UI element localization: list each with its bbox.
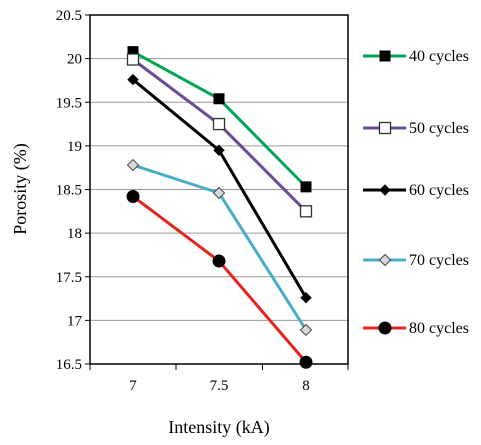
y-tick-label: 18.5 <box>56 183 82 199</box>
legend-marker <box>378 321 392 335</box>
legend-label: 60 cycles <box>409 182 469 199</box>
legend-marker <box>378 121 392 135</box>
legend-item: 40 cycles <box>363 48 469 65</box>
legend-label: 80 cycles <box>409 320 469 337</box>
data-point <box>212 186 226 200</box>
data-point <box>299 205 313 218</box>
data-point <box>213 144 225 156</box>
legend-marker <box>379 50 391 62</box>
y-tick-label: 20 <box>67 52 82 68</box>
y-tick-label: 20.5 <box>56 8 82 24</box>
x-axis-label: Intensity (kA) <box>168 417 269 438</box>
legend-label: 70 cycles <box>409 252 469 269</box>
y-tick-label: 17.5 <box>56 270 82 286</box>
data-point <box>213 93 225 105</box>
x-tick-label: 8 <box>302 378 310 394</box>
legend-label: 40 cycles <box>409 48 469 65</box>
series-4 <box>126 158 313 337</box>
series-5 <box>126 189 313 369</box>
legend-item: 70 cycles <box>363 252 469 269</box>
series-2 <box>126 53 313 218</box>
y-axis-ticks: 16.5 17 17.5 18 18.5 19 19.5 20 20.5 <box>56 8 90 373</box>
data-point <box>212 117 226 131</box>
legend-marker <box>379 184 391 196</box>
legend-marker <box>378 253 392 267</box>
y-tick-label: 19 <box>67 139 82 155</box>
y-axis-label: Porosity (%) <box>10 143 31 235</box>
series-layer <box>126 46 313 369</box>
data-point <box>299 355 313 369</box>
x-tick-label: 7.5 <box>210 378 229 394</box>
data-point <box>300 181 312 193</box>
y-tick-label: 16.5 <box>56 357 82 373</box>
legend-label: 50 cycles <box>409 120 469 137</box>
data-point <box>300 291 312 304</box>
y-tick-label: 18 <box>67 226 82 242</box>
series-line <box>132 195 308 364</box>
y-tick-label: 19.5 <box>56 95 82 111</box>
series-3 <box>127 73 312 304</box>
legend-item: 50 cycles <box>363 120 469 137</box>
x-tick-label: 7 <box>129 378 137 394</box>
data-point <box>299 323 313 337</box>
x-axis-ticks: 7 7.5 8 <box>89 364 349 394</box>
data-point <box>212 254 226 268</box>
data-point <box>126 53 140 66</box>
legend-item: 60 cycles <box>363 182 469 199</box>
data-point <box>126 158 140 172</box>
legend: 40 cycles 50 cycles 60 cycles 70 cycles 80 c… <box>363 48 469 337</box>
series-1 <box>127 46 312 193</box>
data-point <box>127 73 139 86</box>
legend-item: 80 cycles <box>363 320 469 337</box>
data-point <box>126 189 140 203</box>
y-tick-label: 17 <box>67 313 83 329</box>
